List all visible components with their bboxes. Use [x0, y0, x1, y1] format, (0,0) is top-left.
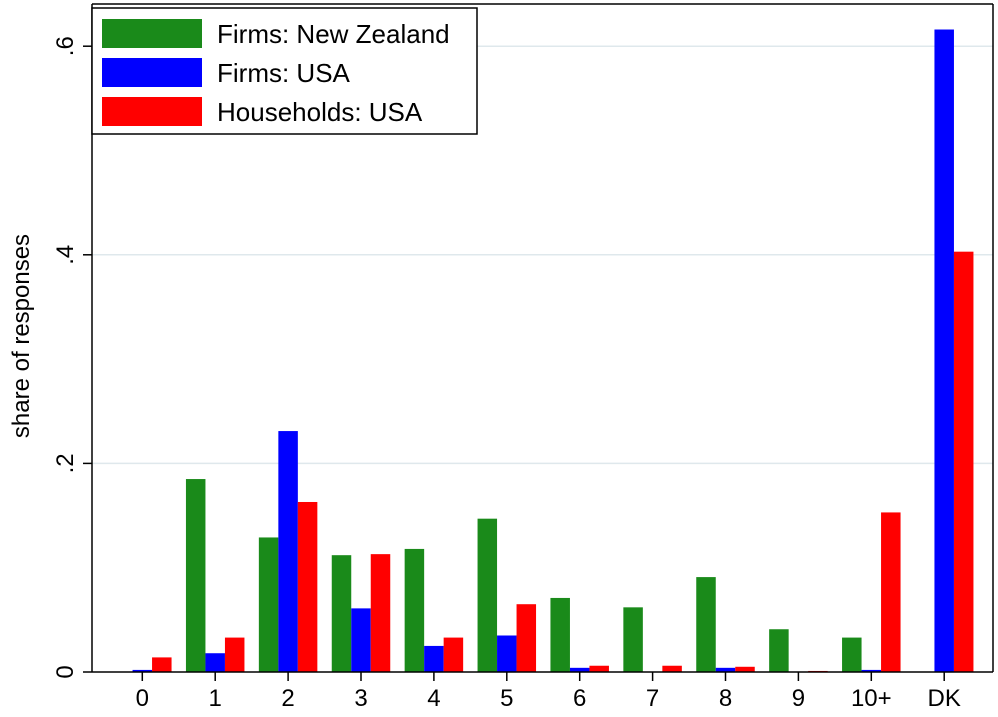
bars [132, 29, 974, 672]
legend-label: Firms: USA [217, 58, 351, 88]
legend: Firms: New Zealand Firms: USA Households: … [91, 7, 478, 135]
bar [258, 537, 279, 672]
bar [477, 518, 498, 672]
x-tick-label: DK [928, 685, 961, 712]
bar [550, 597, 570, 672]
bar [404, 548, 425, 672]
x-tick-label: 5 [500, 685, 513, 712]
bar [715, 667, 736, 672]
bar [769, 629, 789, 672]
bar [497, 635, 517, 672]
bar [224, 637, 245, 672]
bar [132, 669, 153, 672]
bar [953, 251, 974, 672]
x-tick-label: 10+ [851, 685, 892, 712]
bar [516, 604, 537, 672]
bar [297, 501, 318, 672]
bar [205, 653, 225, 672]
x-tick-label: 6 [573, 685, 586, 712]
legend-label: Firms: New Zealand [217, 19, 450, 49]
bar [881, 512, 901, 672]
x-tick-label: 7 [646, 685, 659, 712]
x-tick-label: 2 [281, 685, 294, 712]
bar [662, 665, 682, 672]
x-tick-label: 0 [136, 685, 149, 712]
x-tick-label: 8 [719, 685, 732, 712]
bar [185, 479, 206, 672]
bar [934, 29, 954, 672]
bar [152, 657, 172, 672]
bar [278, 431, 298, 672]
legend-swatch [102, 58, 202, 87]
y-axis-label: share of responses [8, 234, 35, 438]
x-tick-label: 1 [209, 685, 222, 712]
x-tick-label: 3 [354, 685, 367, 712]
x-tick-label: 9 [792, 685, 805, 712]
bar [331, 555, 352, 672]
bar [861, 669, 882, 672]
legend-label: Households: USA [217, 97, 423, 127]
bar [443, 637, 464, 672]
y-tick-label: .2 [52, 453, 79, 473]
y-tick-label: 0 [52, 665, 79, 678]
bar [589, 665, 609, 672]
bar [569, 667, 590, 672]
bar [696, 577, 716, 672]
y-tick-label: .6 [52, 36, 79, 56]
y-ticks: 0 .2 .4 .6 [52, 36, 92, 679]
bar [623, 607, 643, 672]
bar [351, 608, 371, 672]
legend-swatch [102, 97, 202, 126]
bar [842, 637, 862, 672]
legend-swatch [102, 19, 202, 48]
bar [424, 645, 444, 672]
bar [370, 554, 391, 672]
bar [735, 666, 755, 672]
x-ticks: 0 1 2 3 4 5 6 7 8 9 10+ DK [136, 672, 961, 712]
x-tick-label: 4 [427, 685, 440, 712]
y-tick-label: .4 [52, 245, 79, 265]
